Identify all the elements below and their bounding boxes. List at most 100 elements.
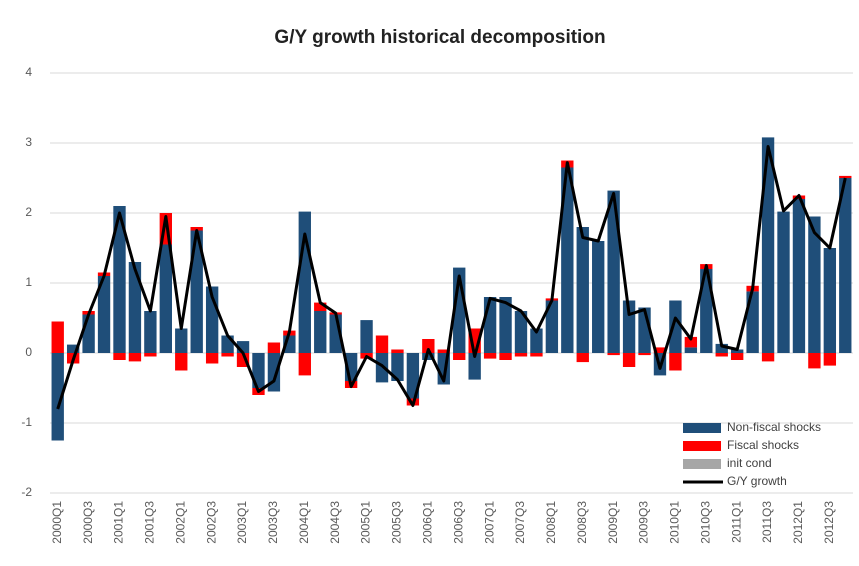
bar: [592, 241, 605, 353]
x-tick-label: 2011Q1: [729, 501, 743, 543]
y-tick-label: 4: [25, 65, 32, 79]
bar: [808, 353, 821, 369]
bar: [375, 353, 389, 383]
bar: [51, 321, 64, 353]
bar: [252, 353, 265, 388]
bar: [576, 353, 589, 363]
bar: [314, 302, 327, 311]
bar: [128, 262, 142, 353]
bar: [205, 353, 219, 364]
bar: [468, 353, 481, 380]
x-tick-label: 2005Q1: [359, 501, 373, 544]
bar: [453, 353, 466, 360]
x-tick-label: 2012Q1: [791, 501, 805, 544]
bar: [422, 339, 435, 353]
y-tick-label: -1: [21, 415, 32, 429]
bar: [82, 314, 95, 353]
bar: [777, 211, 790, 353]
bar: [298, 353, 311, 376]
bar: [715, 343, 728, 353]
bar: [514, 353, 528, 357]
x-tick-label: 2004Q3: [328, 501, 342, 544]
bar: [622, 353, 636, 367]
bar: [267, 342, 281, 353]
bar: [483, 297, 497, 353]
bar: [638, 353, 651, 356]
bar: [406, 353, 420, 399]
bar: [684, 336, 698, 348]
bar: [823, 248, 837, 353]
bar: [113, 206, 126, 353]
x-tick-label: 2006Q3: [451, 501, 465, 544]
bar: [221, 335, 234, 353]
x-tick-label: 2003Q1: [235, 501, 249, 544]
bar: [839, 175, 852, 178]
bar: [113, 353, 126, 360]
x-tick-label: 2008Q1: [544, 501, 558, 544]
legend-label: init cond: [727, 456, 772, 470]
bar: [761, 137, 775, 353]
bar: [561, 167, 574, 353]
bar: [731, 349, 744, 353]
x-tick-label: 2002Q1: [173, 501, 187, 544]
x-tick-label: 2011Q3: [760, 501, 774, 543]
bar: [391, 353, 404, 381]
bar: [731, 353, 744, 360]
bar: [684, 347, 698, 353]
x-tick-label: 2000Q1: [50, 501, 64, 544]
legend-swatch: [683, 441, 721, 451]
legend-swatch: [683, 423, 721, 433]
bar: [375, 335, 389, 353]
bar: [175, 328, 188, 353]
x-tick-label: 2008Q3: [575, 501, 589, 544]
bar: [576, 227, 589, 353]
bar: [221, 353, 234, 357]
bar: [499, 297, 512, 353]
bar: [669, 353, 682, 371]
bar: [669, 300, 682, 353]
bar: [422, 353, 435, 360]
legend-label: Fiscal shocks: [727, 438, 799, 452]
x-tick-label: 2006Q1: [421, 501, 435, 544]
legend-label: G/Y growth: [727, 474, 787, 488]
bar: [144, 311, 157, 353]
bar: [530, 353, 543, 357]
bar: [190, 227, 203, 231]
x-tick-label: 2005Q3: [390, 501, 404, 544]
bar: [97, 276, 111, 353]
line: [56, 145, 847, 410]
bar: [530, 328, 543, 353]
x-tick-label: 2003Q3: [266, 501, 280, 544]
bar: [808, 216, 821, 353]
bar: [128, 353, 142, 362]
y-tick-label: 3: [25, 135, 32, 149]
bar: [715, 353, 728, 357]
bar: [175, 353, 188, 371]
bar: [499, 353, 512, 360]
x-tick-label: 2004Q1: [297, 501, 311, 544]
y-tick-label: -2: [21, 485, 32, 499]
x-tick-label: 2001Q1: [112, 501, 126, 544]
x-tick-label: 2007Q3: [513, 501, 527, 544]
x-tick-label: 2007Q1: [482, 501, 496, 544]
x-tick-label: 2010Q1: [668, 501, 682, 544]
bar: [66, 344, 80, 353]
y-tick-label: 1: [25, 275, 32, 289]
x-tick-label: 2001Q3: [143, 501, 157, 544]
bar: [360, 320, 373, 353]
bar: [314, 311, 327, 353]
bar: [437, 349, 450, 353]
x-tick-label: 2012Q3: [822, 501, 836, 544]
legend-swatch: [683, 459, 721, 469]
chart-title: G/Y growth historical decomposition: [274, 27, 605, 48]
x-tick-label: 2009Q1: [606, 501, 620, 544]
bar: [607, 353, 620, 356]
bar: [514, 311, 528, 353]
y-tick-label: 0: [25, 345, 32, 359]
bar: [653, 347, 667, 353]
x-tick-label: 2000Q3: [81, 501, 95, 544]
bar: [51, 353, 64, 441]
bar: [159, 244, 172, 353]
bar: [391, 349, 404, 353]
bar: [792, 199, 806, 353]
